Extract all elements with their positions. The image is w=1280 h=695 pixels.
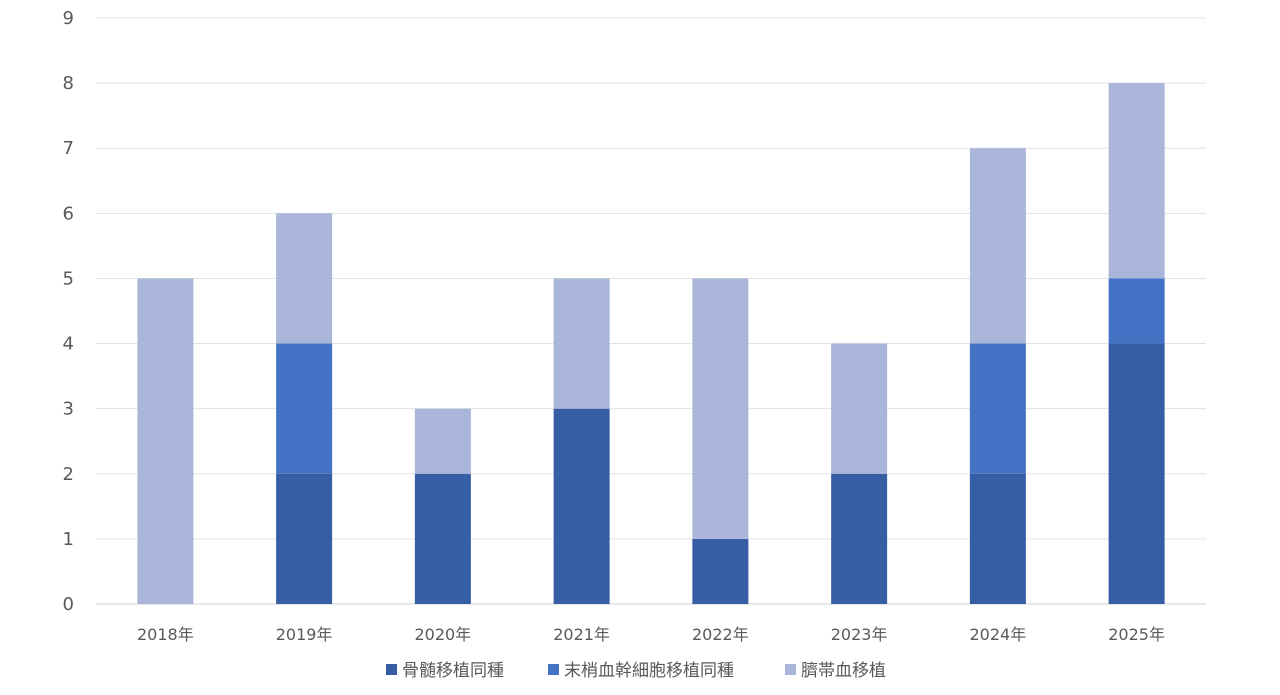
x-tick-label: 2022年 bbox=[692, 625, 749, 644]
x-axis-ticks: 2018年 2019年 2020年 2021年 2022年 2023年 2024年 2025年 bbox=[137, 625, 1165, 644]
x-tick-label: 2025年 bbox=[1108, 625, 1165, 644]
bar-segment-series-0-2024年 bbox=[969, 473, 1026, 604]
x-tick-label: 2020年 bbox=[415, 625, 472, 644]
x-tick-label: 2023年 bbox=[831, 625, 888, 644]
bar-segment-series-2-2018年 bbox=[137, 278, 194, 604]
y-tick-label: 1 bbox=[63, 529, 74, 550]
y-tick-label: 8 bbox=[63, 73, 74, 94]
bar-segment-series-0-2020年 bbox=[414, 473, 471, 604]
bar-segment-series-2-2025年 bbox=[1108, 83, 1165, 279]
bar-segment-series-1-2024年 bbox=[969, 343, 1026, 474]
y-tick-label: 2 bbox=[63, 464, 74, 485]
bar-segment-series-2-2023年 bbox=[831, 343, 888, 474]
legend-swatch bbox=[548, 664, 559, 675]
legend: 骨髄移植同種 末梢血幹細胞移植同種 臍帯血移植 bbox=[386, 660, 886, 681]
bar-segment-series-2-2019年 bbox=[276, 213, 333, 344]
bar-segment-series-2-2022年 bbox=[692, 278, 749, 539]
bar-segment-series-0-2022年 bbox=[692, 538, 749, 604]
y-tick-label: 5 bbox=[63, 268, 74, 289]
y-axis-ticks: 0 1 2 3 4 5 6 7 8 9 bbox=[63, 8, 74, 615]
y-tick-label: 4 bbox=[63, 334, 74, 355]
bar-segment-series-2-2021年 bbox=[553, 278, 610, 409]
y-tick-label: 3 bbox=[63, 399, 74, 420]
legend-label: 末梢血幹細胞移植同種 bbox=[564, 660, 734, 681]
x-tick-label: 2018年 bbox=[137, 625, 194, 644]
bar-segment-series-1-2019年 bbox=[276, 343, 333, 474]
legend-label: 骨髄移植同種 bbox=[402, 661, 504, 681]
y-tick-label: 6 bbox=[63, 203, 74, 224]
y-tick-label: 7 bbox=[63, 138, 74, 159]
x-tick-label: 2019年 bbox=[276, 625, 333, 644]
bar-segment-series-2-2020年 bbox=[414, 408, 471, 474]
x-tick-label: 2021年 bbox=[553, 625, 610, 644]
gridlines bbox=[96, 17, 1206, 605]
legend-label: 臍帯血移植 bbox=[801, 661, 886, 681]
bar-segment-series-0-2021年 bbox=[553, 408, 610, 604]
legend-swatch bbox=[785, 664, 796, 675]
bar-segment-series-0-2019年 bbox=[276, 473, 333, 604]
bar-segment-series-0-2023年 bbox=[831, 473, 888, 604]
y-tick-label: 9 bbox=[63, 8, 74, 29]
bar-segment-series-1-2025年 bbox=[1108, 278, 1165, 344]
y-tick-label: 0 bbox=[63, 594, 74, 615]
bars bbox=[137, 83, 1165, 604]
bar-segment-series-2-2024年 bbox=[969, 148, 1026, 344]
x-tick-label: 2024年 bbox=[970, 625, 1027, 644]
bar-segment-series-0-2025年 bbox=[1108, 343, 1165, 604]
legend-swatch bbox=[386, 664, 397, 675]
